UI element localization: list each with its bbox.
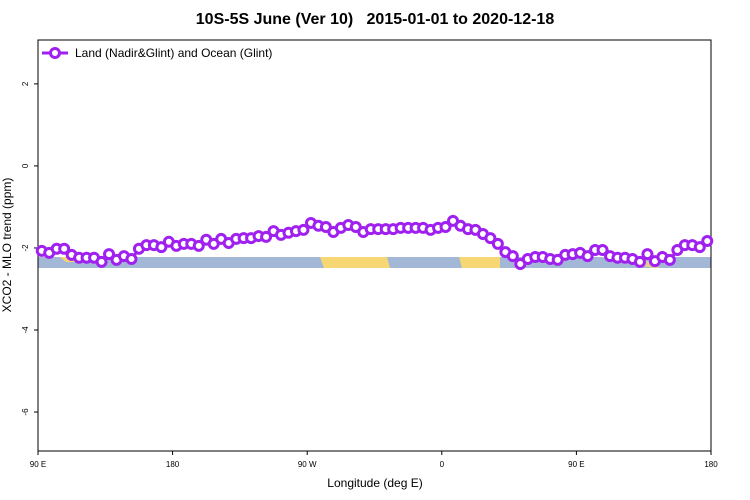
- data-point: [506, 250, 519, 263]
- y-tick-label: 0: [21, 163, 30, 168]
- land-band: [320, 257, 390, 268]
- data-point: [260, 230, 273, 243]
- data-point: [155, 241, 168, 254]
- data-point: [641, 248, 654, 261]
- data-point: [58, 242, 71, 255]
- data-point: [103, 248, 116, 261]
- x-tick-label: 90 E: [30, 460, 46, 469]
- data-point: [192, 239, 205, 252]
- data-point: [491, 237, 504, 250]
- legend-label: Land (Nadir&Glint) and Ocean (Glint): [75, 46, 272, 60]
- data-point: [581, 250, 594, 263]
- x-tick-label: 90 W: [298, 460, 317, 469]
- legend-marker: [49, 47, 61, 59]
- y-tick-label: -4: [21, 326, 30, 334]
- data-point: [633, 255, 646, 268]
- data-point: [439, 221, 452, 234]
- x-tick-label: 180: [166, 460, 180, 469]
- data-point: [663, 253, 676, 266]
- x-tick-label: 0: [440, 460, 445, 469]
- data-point: [297, 223, 310, 236]
- data-point: [596, 244, 609, 257]
- x-tick-label: 90 E: [568, 460, 584, 469]
- y-tick-label: 2: [21, 81, 30, 86]
- land-band: [459, 257, 500, 268]
- data-point: [125, 253, 138, 266]
- data-point: [484, 232, 497, 245]
- chart-title: 10S-5S June (Ver 10) 2015-01-01 to 2020-…: [196, 11, 555, 28]
- y-axis-label: XCO2 - MLO trend (ppm): [0, 178, 14, 313]
- data-point: [95, 255, 108, 268]
- x-tick-label: 180: [704, 460, 718, 469]
- x-axis-label: Longitude (deg E): [327, 476, 422, 490]
- y-tick-label: -6: [21, 408, 30, 416]
- y-tick-label: -2: [21, 244, 30, 252]
- data-point: [693, 241, 706, 254]
- data-point: [701, 234, 714, 247]
